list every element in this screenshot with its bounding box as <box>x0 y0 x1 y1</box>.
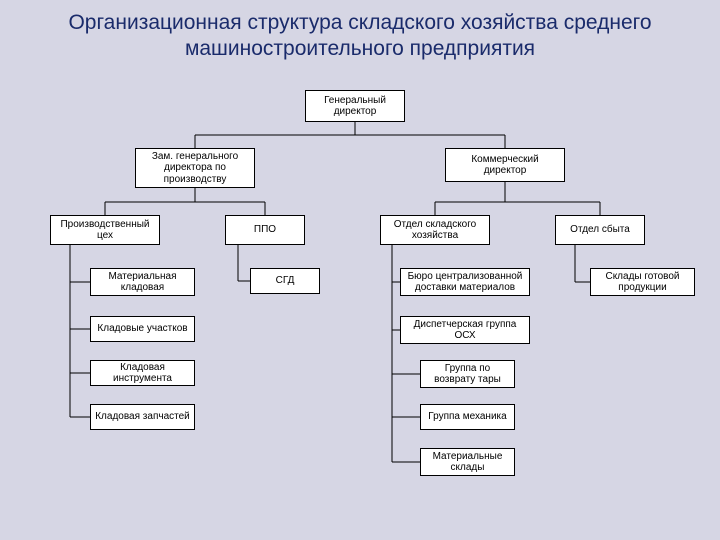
node-klad_instr: Кладовая инструмента <box>90 360 195 386</box>
node-zam_prod: Зам. генерального директора по производс… <box>135 148 255 188</box>
node-sgd: СГД <box>250 268 320 294</box>
node-osk: Отдел складского хозяйства <box>380 215 490 245</box>
node-mat_klad: Материальная кладовая <box>90 268 195 296</box>
node-mat_sklady: Материальные склады <box>420 448 515 476</box>
node-klad_zap: Кладовая запчастей <box>90 404 195 430</box>
node-grp_mech: Группа механика <box>420 404 515 430</box>
node-grp_tary: Группа по возврату тары <box>420 360 515 388</box>
page-title: Организационная структура складского хоз… <box>0 0 720 63</box>
node-klad_uch: Кладовые участков <box>90 316 195 342</box>
node-disp_grp: Диспетчерская группа ОСХ <box>400 316 530 344</box>
node-prod_tseh: Производственный цех <box>50 215 160 245</box>
node-sbyt: Отдел сбыта <box>555 215 645 245</box>
node-ppo: ППО <box>225 215 305 245</box>
node-gen_dir: Генеральный директор <box>305 90 405 122</box>
node-buro_dostavki: Бюро централизованной доставки материало… <box>400 268 530 296</box>
node-kom_dir: Коммерческий директор <box>445 148 565 182</box>
node-sklady_gp: Склады готовой продукции <box>590 268 695 296</box>
